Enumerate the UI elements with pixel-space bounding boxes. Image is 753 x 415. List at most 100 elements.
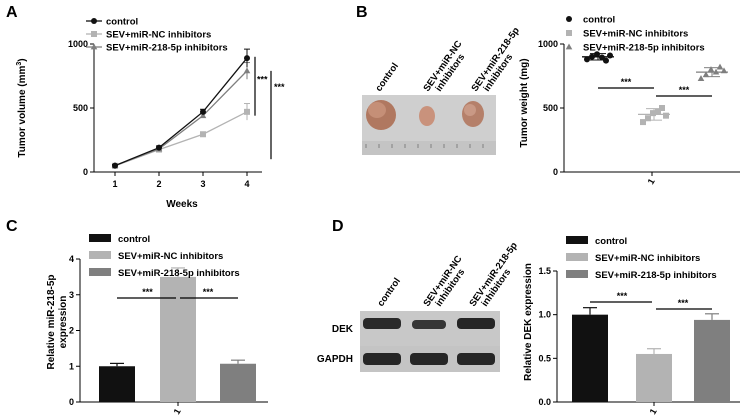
blot-dek-membrane xyxy=(360,311,500,351)
panel-d-legend-label-0: control xyxy=(595,236,627,247)
panel-a-point-2-3 xyxy=(243,67,251,74)
panel-d-legend-swatch-0 xyxy=(566,236,588,244)
panel-a-legend-marker-0 xyxy=(91,18,97,24)
panel-b-axes: 0 500 1000 1 xyxy=(538,39,740,186)
panel-c-legend-label-0: control xyxy=(118,234,150,245)
panel-a-legend-marker-2 xyxy=(90,43,98,50)
panel-b-sig-label-1: *** xyxy=(679,85,690,95)
panel-c-legend-swatch-2 xyxy=(89,268,111,276)
panel-a-x-tick-label-3: 4 xyxy=(244,179,249,189)
panel-letter-d: D xyxy=(332,218,344,235)
panel-c-bar-1 xyxy=(160,276,196,402)
panel-b-point-1-4 xyxy=(659,105,665,111)
panel-d-y-tick-label-0: 0.0 xyxy=(538,397,551,407)
panel-b-point-2-4 xyxy=(716,63,724,70)
blot-gapdh-band-mir xyxy=(457,353,495,365)
panel-d-x-tick-label-0: 1 xyxy=(648,407,659,415)
panel-c-sig-label-1: *** xyxy=(203,287,214,297)
panel-a-point-0-2 xyxy=(200,108,206,115)
blot-dek-band-control xyxy=(363,318,401,329)
panel-a-line-chart: 0 500 1000 1 2 3 4 *** *** control SEV+miR-NC in… xyxy=(16,17,285,211)
panel-b-photo-label-0-0: control xyxy=(373,61,400,94)
panel-b-legend-label-0: control xyxy=(583,15,615,26)
panel-d-sig-label-0: *** xyxy=(617,291,628,301)
panel-a-x-tick-label-1: 2 xyxy=(156,179,161,189)
panel-c-x-tick-label-0: 1 xyxy=(172,407,183,415)
panel-d-blot-column-label-0-0: control xyxy=(375,276,402,309)
tumor-mir-highlight xyxy=(464,104,476,116)
panel-b-point-2-1 xyxy=(702,71,710,78)
panel-a-y-tick-label-0: 0 xyxy=(83,167,88,177)
tumor-nc xyxy=(419,106,435,126)
panel-b-point-0-0 xyxy=(584,56,590,63)
panel-b-point-1-5 xyxy=(663,112,669,119)
panel-b-legend-marker-1 xyxy=(566,30,572,36)
panel-letter-b: B xyxy=(356,4,368,21)
panel-d-legend-label-1: SEV+miR-NC inhibitors xyxy=(595,253,700,264)
panel-b-point-2-0 xyxy=(697,75,705,81)
panel-a-ylabel-end: ) xyxy=(17,58,28,61)
panel-c-ylabel: Relative miR-218-5pexpression xyxy=(46,274,69,369)
panel-b-point-1-1 xyxy=(645,115,651,122)
panel-letter-c: C xyxy=(6,218,18,235)
panel-b-legend-label-2: SEV+miR-218-5p inhibitors xyxy=(583,43,705,54)
panel-d-legend: control SEV+miR-NC inhibitors SEV+miR-218-… xyxy=(566,236,717,281)
panel-a-axes: 0 500 1000 1 2 3 4 xyxy=(68,39,262,189)
panel-c-sig-label-0: *** xyxy=(142,287,153,297)
panel-c-legend-label-1: SEV+miR-NC inhibitors xyxy=(118,251,223,262)
tumor-photo xyxy=(362,95,496,155)
panel-a-x-tick-label-2: 3 xyxy=(200,179,205,189)
panel-c-y-tick-label-3: 3 xyxy=(69,290,74,300)
panel-d-legend-swatch-1 xyxy=(566,253,588,261)
panel-c-legend: control SEV+miR-NC inhibitors SEV+miR-218-… xyxy=(89,234,240,279)
blot-dek-band-mir xyxy=(457,318,495,329)
panel-b-marks: *** *** xyxy=(582,51,728,126)
panel-c-y-tick-label-0: 0 xyxy=(69,397,74,407)
panel-d-y-tick-label-1: 0.5 xyxy=(538,353,551,363)
panel-c-legend-swatch-1 xyxy=(89,251,111,259)
panel-a-ylabel: Tumor volume (mm3) xyxy=(16,58,28,157)
panel-a-legend: control SEV+miR-NC inhibitors SEV+miR-218-… xyxy=(86,17,228,54)
panel-d-y-tick-label-3: 1.5 xyxy=(538,266,551,276)
panel-c-ylabel-line2: expression xyxy=(58,296,69,349)
panel-b-y-tick-label-1: 500 xyxy=(543,103,558,113)
panel-b-point-1-3 xyxy=(655,108,661,115)
blot-gapdh-band-control xyxy=(363,353,401,365)
tumor-control-highlight xyxy=(368,102,386,118)
panel-b-point-0-4 xyxy=(603,57,609,64)
panel-d-y-tick-label-2: 1.0 xyxy=(538,310,551,320)
panel-d-legend-swatch-2 xyxy=(566,270,588,278)
panel-a-marks: *** *** xyxy=(111,48,285,169)
panel-b-legend-marker-2 xyxy=(565,43,573,50)
panel-a-point-0-1 xyxy=(156,144,162,151)
panel-a-x-tick-label-0: 1 xyxy=(112,179,117,189)
panel-c-y-tick-label-4: 4 xyxy=(69,254,74,264)
blot-row-label-dek: DEK xyxy=(332,324,354,335)
western-blot xyxy=(360,311,500,372)
panel-b-legend-marker-0 xyxy=(566,16,572,22)
panel-a-xlabel: Weeks xyxy=(166,199,198,210)
panel-b-legend: control SEV+miR-NC inhibitors SEV+miR-218-… xyxy=(565,15,705,54)
panel-c-bar-2 xyxy=(220,363,256,402)
panel-b-sig-label-0: *** xyxy=(621,77,632,87)
panel-c-legend-swatch-0 xyxy=(89,234,111,242)
panel-c-marks: *** *** xyxy=(99,267,256,402)
panel-b-x-tick-label-0: 1 xyxy=(646,177,657,186)
panel-a-point-1-3 xyxy=(244,108,250,115)
panel-c-bar-0 xyxy=(99,366,135,402)
panel-a-y-tick-label-1: 500 xyxy=(73,103,88,113)
panel-a-legend-marker-1 xyxy=(91,31,97,37)
tumor-photo-ruler xyxy=(362,141,496,155)
panel-b-y-tick-label-0: 0 xyxy=(553,167,558,177)
panel-a-point-1-2 xyxy=(200,131,206,138)
panel-d-legend-label-2: SEV+miR-218-5p inhibitors xyxy=(595,270,717,281)
panel-a-point-0-3 xyxy=(244,55,250,62)
panel-b-point-1-0 xyxy=(640,119,646,126)
panel-d-bar-2 xyxy=(694,319,730,402)
panel-a-ylabel-sup: 3 xyxy=(16,62,23,66)
